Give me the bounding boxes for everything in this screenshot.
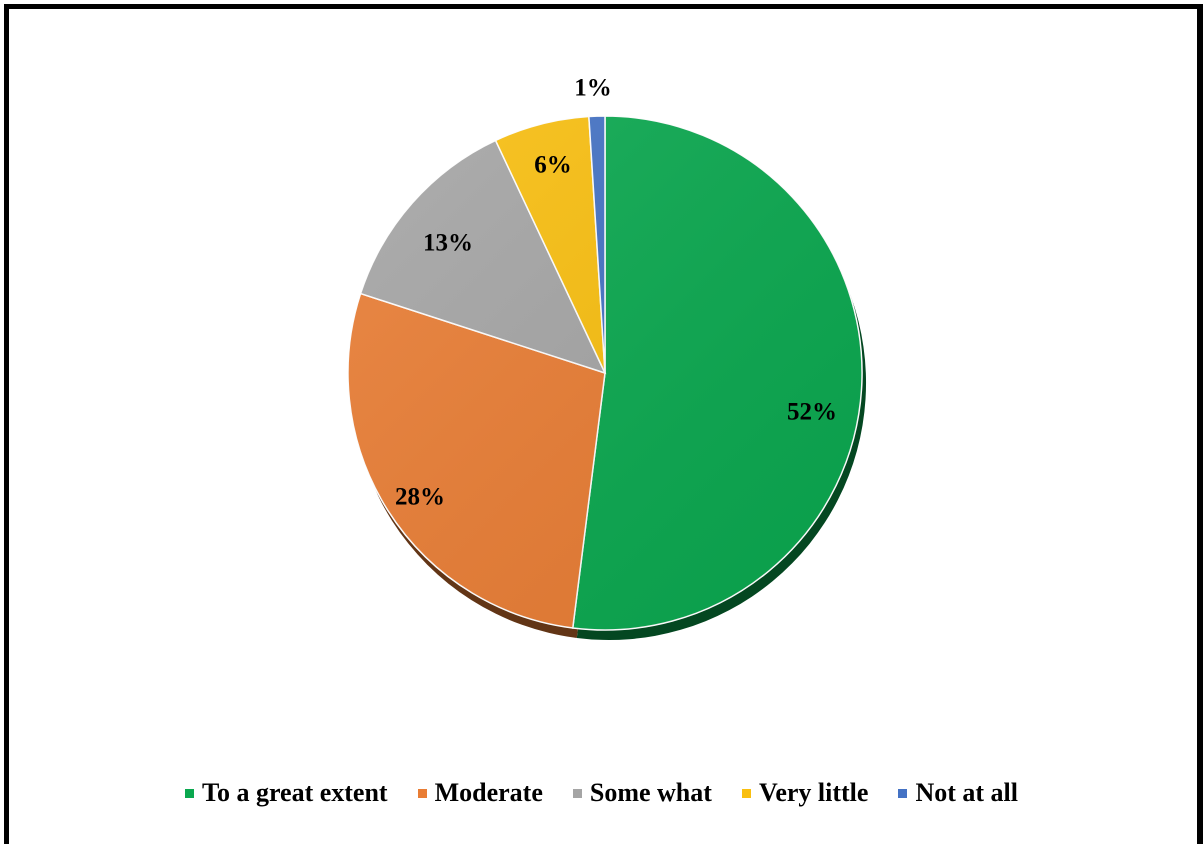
pie-sheen-overlay <box>348 116 862 630</box>
legend-item-some-what: Some what <box>572 778 712 808</box>
data-label-some-what: 13% <box>423 230 473 257</box>
legend-swatch-some-what <box>572 788 582 798</box>
legend-label-to-a-great-extent: To a great extent <box>202 778 388 807</box>
data-label-very-little: 6% <box>534 152 572 179</box>
legend-item-moderate: Moderate <box>417 778 543 808</box>
legend-item-to-a-great-extent: To a great extent <box>185 778 388 808</box>
legend-label-not-at-all: Not at all <box>915 778 1018 807</box>
legend-swatch-moderate <box>417 788 427 798</box>
data-label-not-at-all: 1% <box>574 75 612 102</box>
legend-swatch-very-little <box>741 788 751 798</box>
legend-swatch-to-a-great-extent <box>185 788 194 798</box>
legend-item-very-little: Very little <box>741 778 869 808</box>
legend-label-very-little: Very little <box>758 778 869 807</box>
data-label-to-a-great-extent: 52% <box>787 399 837 426</box>
legend-label-some-what: Some what <box>589 778 712 807</box>
chart-legend: To a great extent Moderate Some what Ver… <box>0 778 1203 808</box>
legend-label-moderate: Moderate <box>434 778 543 807</box>
legend-item-not-at-all: Not at all <box>898 778 1018 808</box>
data-label-moderate: 28% <box>395 484 445 511</box>
legend-swatch-not-at-all <box>898 788 908 798</box>
